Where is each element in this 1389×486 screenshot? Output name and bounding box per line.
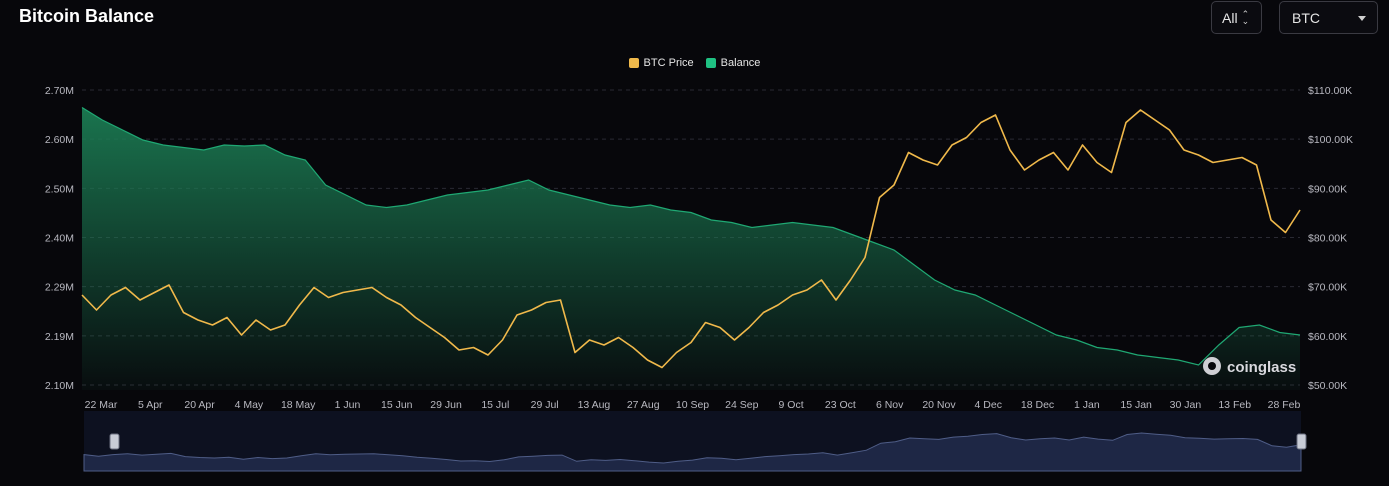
x-tick-label: 15 Jan <box>1120 399 1152 411</box>
y-right-tick-label: $80.00K <box>1308 233 1347 245</box>
y-left-tick-label: 2.60M <box>45 134 74 146</box>
chart-legend: BTC Price Balance <box>0 57 1389 69</box>
y-left-tick-label: 2.50M <box>45 183 74 195</box>
navigator-handle-left-grip <box>109 433 120 450</box>
x-tick-label: 20 Nov <box>922 399 956 411</box>
y-right-tick-label: $90.00K <box>1308 183 1347 195</box>
navigator-handle-right[interactable] <box>1296 433 1307 450</box>
legend-swatch <box>705 58 716 68</box>
x-tick-label: 29 Jul <box>531 399 559 411</box>
x-tick-label: 1 Jan <box>1074 399 1100 411</box>
x-tick-label: 6 Nov <box>876 399 904 411</box>
legend-label: Balance <box>720 57 761 69</box>
x-tick-label: 23 Oct <box>825 399 856 411</box>
x-tick-label: 15 Jun <box>381 399 413 411</box>
y-left-tick-label: 2.19M <box>45 331 74 343</box>
y-left-tick-label: 2.10M <box>45 380 74 392</box>
x-tick-label: 5 Apr <box>138 399 163 411</box>
btc-price-line <box>81 109 1301 369</box>
watermark-text: coinglass <box>1227 359 1296 376</box>
x-tick-label: 20 Apr <box>184 399 215 411</box>
caret-down-icon <box>1358 16 1366 21</box>
navigator-series <box>83 432 1302 472</box>
navigator-handle-right-grip <box>1296 433 1307 450</box>
x-tick-label: 24 Sep <box>725 399 758 411</box>
x-tick-label: 10 Sep <box>676 399 709 411</box>
balance-area <box>82 107 1300 390</box>
y-right-tick-label: $70.00K <box>1308 282 1347 294</box>
updown-chevron-icon: ⌃ ⌄ <box>1241 8 1250 26</box>
x-tick-label: 4 Dec <box>975 399 1002 411</box>
y-left-tick-label: 2.29M <box>45 282 74 294</box>
legend-swatch <box>628 58 639 68</box>
page-title: Bitcoin Balance <box>19 6 155 26</box>
coinglass-logo-icon-inner <box>1208 362 1216 370</box>
y-right-tick-label: $110.00K <box>1308 85 1352 97</box>
y-right-tick-label: $50.00K <box>1308 380 1347 392</box>
x-tick-label: 27 Aug <box>627 399 660 411</box>
y-right-tick-label: $100.00K <box>1308 134 1353 146</box>
y-left-tick-label: 2.40M <box>45 233 74 245</box>
legend-item-btc-price[interactable]: BTC Price <box>628 57 694 69</box>
x-tick-label: 1 Jun <box>335 399 361 411</box>
y-left-tick-label: 2.70M <box>45 85 74 97</box>
range-select-value: All <box>1222 9 1238 26</box>
coinglass-logo: coinglass <box>1203 357 1296 376</box>
range-select[interactable]: All ⌃ ⌄ <box>1211 1 1262 34</box>
y-right-tick-label: $60.00K <box>1308 331 1347 343</box>
x-tick-label: 29 Jun <box>430 399 462 411</box>
navigator-handle-left[interactable] <box>109 433 120 450</box>
x-tick-label: 18 Dec <box>1021 399 1054 411</box>
x-tick-label: 4 May <box>235 399 264 411</box>
x-tick-label: 13 Feb <box>1218 399 1251 411</box>
x-tick-label: 22 Mar <box>85 399 118 411</box>
x-tick-label: 28 Feb <box>1268 399 1301 411</box>
x-tick-label: 15 Jul <box>481 399 509 411</box>
balance-line <box>81 106 1301 366</box>
x-tick-label: 30 Jan <box>1170 399 1202 411</box>
x-tick-label: 18 May <box>281 399 316 411</box>
legend-label: BTC Price <box>643 57 694 69</box>
legend-item-balance[interactable]: Balance <box>705 57 761 69</box>
x-tick-label: 9 Oct <box>779 399 804 411</box>
x-tick-label: 13 Aug <box>578 399 611 411</box>
asset-select[interactable]: BTC <box>1279 1 1378 34</box>
asset-select-value: BTC <box>1292 9 1320 26</box>
